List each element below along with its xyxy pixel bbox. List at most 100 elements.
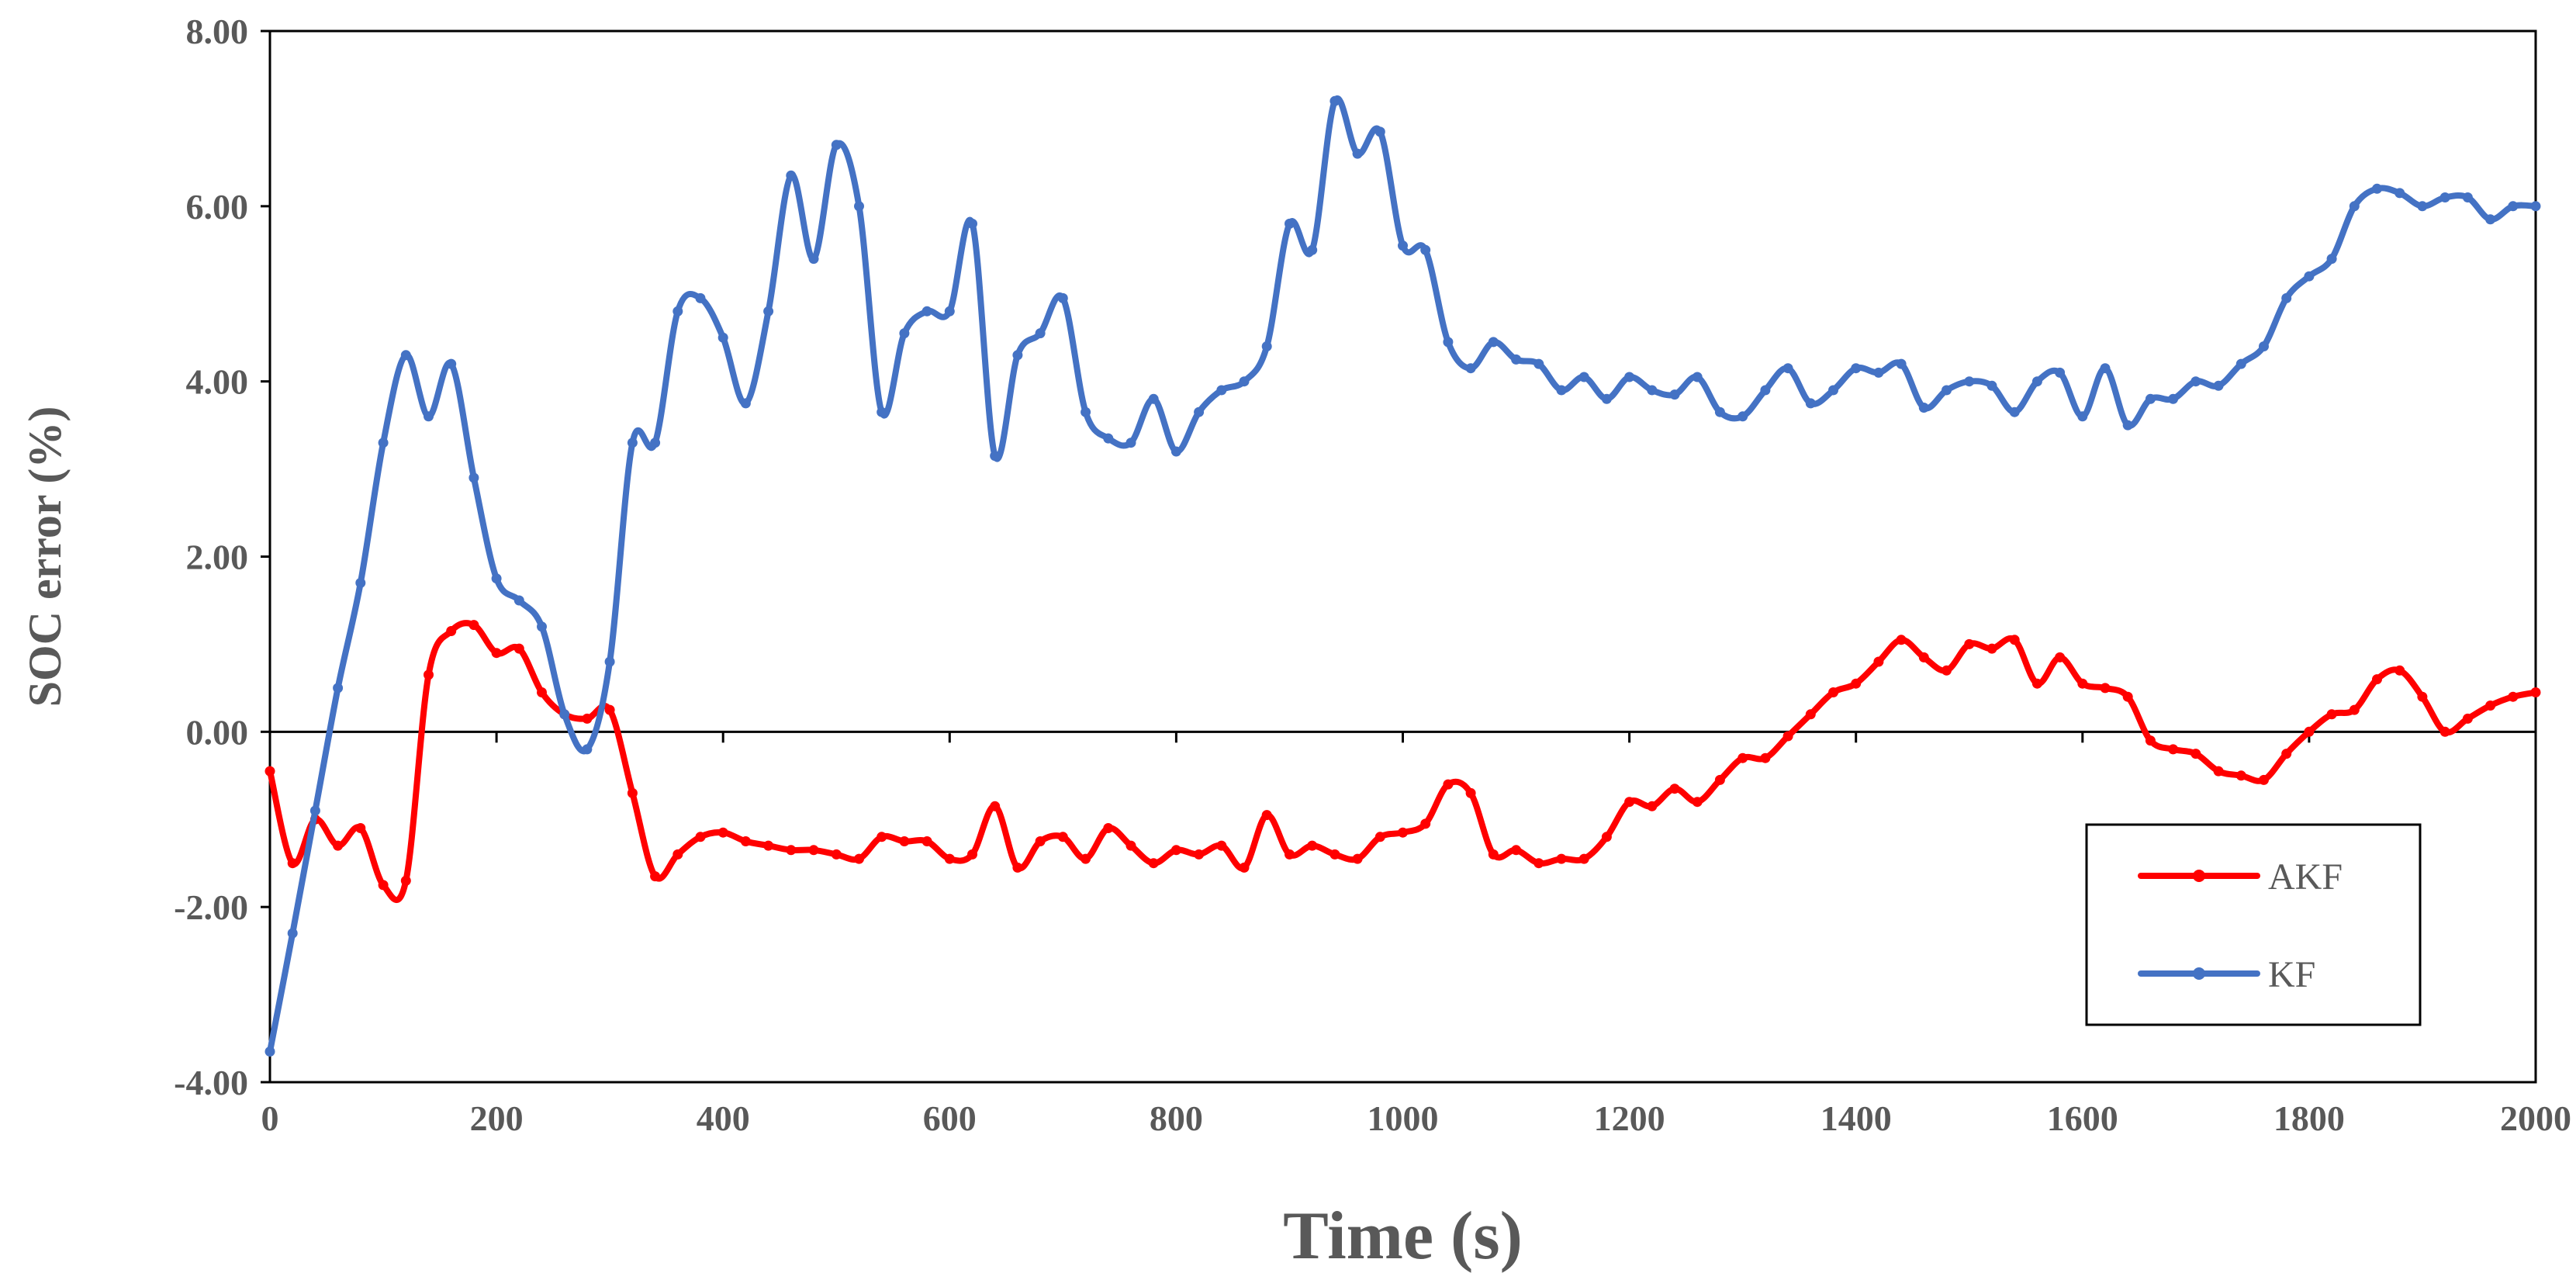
data-point-akf <box>355 823 366 833</box>
data-point-kf <box>1307 244 1318 255</box>
data-point-kf <box>967 218 977 229</box>
data-point-akf <box>1216 840 1227 851</box>
x-tick-label: 600 <box>923 1098 977 1138</box>
data-point-akf <box>2055 652 2066 662</box>
data-point-kf <box>2326 254 2337 265</box>
x-tick-label: 2000 <box>2500 1098 2571 1138</box>
data-point-akf <box>1081 853 1091 864</box>
data-point-kf <box>673 306 683 317</box>
data-point-kf <box>1986 380 1997 391</box>
data-point-kf <box>1942 385 1952 396</box>
data-point-kf <box>899 328 910 339</box>
data-point-kf <box>1805 398 1816 409</box>
y-tick-label: -2.00 <box>174 887 248 927</box>
data-point-akf <box>2485 701 2496 711</box>
x-tick-label: 200 <box>470 1098 524 1138</box>
data-point-akf <box>1918 652 1929 662</box>
data-point-akf <box>2439 726 2450 737</box>
data-point-kf <box>469 472 479 483</box>
data-point-akf <box>1329 849 1340 860</box>
data-point-akf <box>1285 849 1295 860</box>
data-point-kf <box>582 744 593 755</box>
data-point-akf <box>1012 862 1023 873</box>
legend: AKF KF <box>2085 823 2422 1026</box>
data-point-kf <box>1465 363 1476 374</box>
data-point-kf <box>717 332 728 343</box>
data-point-kf <box>2508 201 2519 212</box>
data-point-akf <box>2009 635 2020 645</box>
x-tick-label: 1400 <box>1820 1098 1892 1138</box>
data-point-akf <box>378 880 389 891</box>
x-tick-label: 1600 <box>2047 1098 2118 1138</box>
y-tick-label: 6.00 <box>186 187 249 227</box>
data-point-kf <box>921 306 932 317</box>
data-point-akf <box>424 669 434 680</box>
x-tick-label: 800 <box>1150 1098 1203 1138</box>
data-point-kf <box>1081 406 1091 417</box>
data-point-akf <box>1647 801 1658 811</box>
data-point-akf <box>1057 832 1068 842</box>
data-point-kf <box>831 140 842 150</box>
data-point-kf <box>2235 358 2246 369</box>
data-point-akf <box>1964 638 1975 649</box>
data-point-akf <box>1488 849 1499 860</box>
data-point-akf <box>1556 853 1567 864</box>
data-point-akf <box>2145 735 2156 746</box>
data-point-kf <box>265 1046 275 1057</box>
data-point-kf <box>1148 393 1159 404</box>
data-point-akf <box>921 836 932 846</box>
data-point-akf <box>763 840 774 851</box>
data-point-akf <box>2394 665 2405 676</box>
data-point-akf <box>1782 731 1793 742</box>
legend-marker-akf <box>2193 870 2205 882</box>
data-point-akf <box>2462 713 2473 724</box>
data-point-akf <box>1578 853 1589 864</box>
data-point-akf <box>1692 797 1703 808</box>
data-point-akf <box>1669 784 1680 794</box>
data-point-akf <box>854 853 864 864</box>
data-point-akf <box>537 687 547 697</box>
data-point-kf <box>786 170 797 181</box>
x-axis-title: Time (s) <box>1283 1199 1523 1274</box>
y-tick-label: 8.00 <box>186 12 249 51</box>
y-axis-title: SOC error (%) <box>19 406 71 707</box>
data-point-akf <box>2349 704 2360 715</box>
data-point-kf <box>2031 376 2042 387</box>
data-point-kf <box>559 709 570 720</box>
data-point-kf <box>2122 420 2133 431</box>
legend-label-akf: AKF <box>2268 856 2343 898</box>
data-point-kf <box>1624 372 1635 382</box>
data-point-kf <box>1828 385 1838 396</box>
data-point-akf <box>469 620 479 631</box>
data-point-kf <box>2485 214 2496 225</box>
data-point-akf <box>400 875 411 886</box>
data-point-akf <box>1533 858 1544 869</box>
data-point-kf <box>1194 406 1205 417</box>
data-point-akf <box>1828 687 1838 697</box>
data-point-kf <box>1556 385 1567 396</box>
data-point-kf <box>1125 438 1136 448</box>
data-point-kf <box>2417 201 2428 212</box>
data-point-kf <box>1285 218 1295 229</box>
data-point-akf <box>287 858 298 869</box>
data-point-kf <box>1329 95 1340 106</box>
data-point-kf <box>1374 126 1385 137</box>
x-tick-label: 0 <box>261 1098 279 1138</box>
data-point-akf <box>1443 779 1454 790</box>
data-point-kf <box>2145 393 2156 404</box>
data-point-kf <box>1170 446 1181 457</box>
y-tick-label: -4.00 <box>174 1063 248 1102</box>
data-point-akf <box>2530 687 2541 697</box>
data-point-akf <box>944 853 955 864</box>
data-point-akf <box>1239 862 1250 873</box>
data-point-kf <box>1647 385 1658 396</box>
data-point-kf <box>2304 271 2315 282</box>
data-point-akf <box>650 871 661 882</box>
data-point-kf <box>627 438 638 448</box>
data-point-akf <box>2077 678 2088 689</box>
data-point-kf <box>877 406 887 417</box>
data-point-akf <box>1465 787 1476 798</box>
data-point-kf <box>1669 389 1680 400</box>
data-point-kf <box>2100 363 2111 374</box>
